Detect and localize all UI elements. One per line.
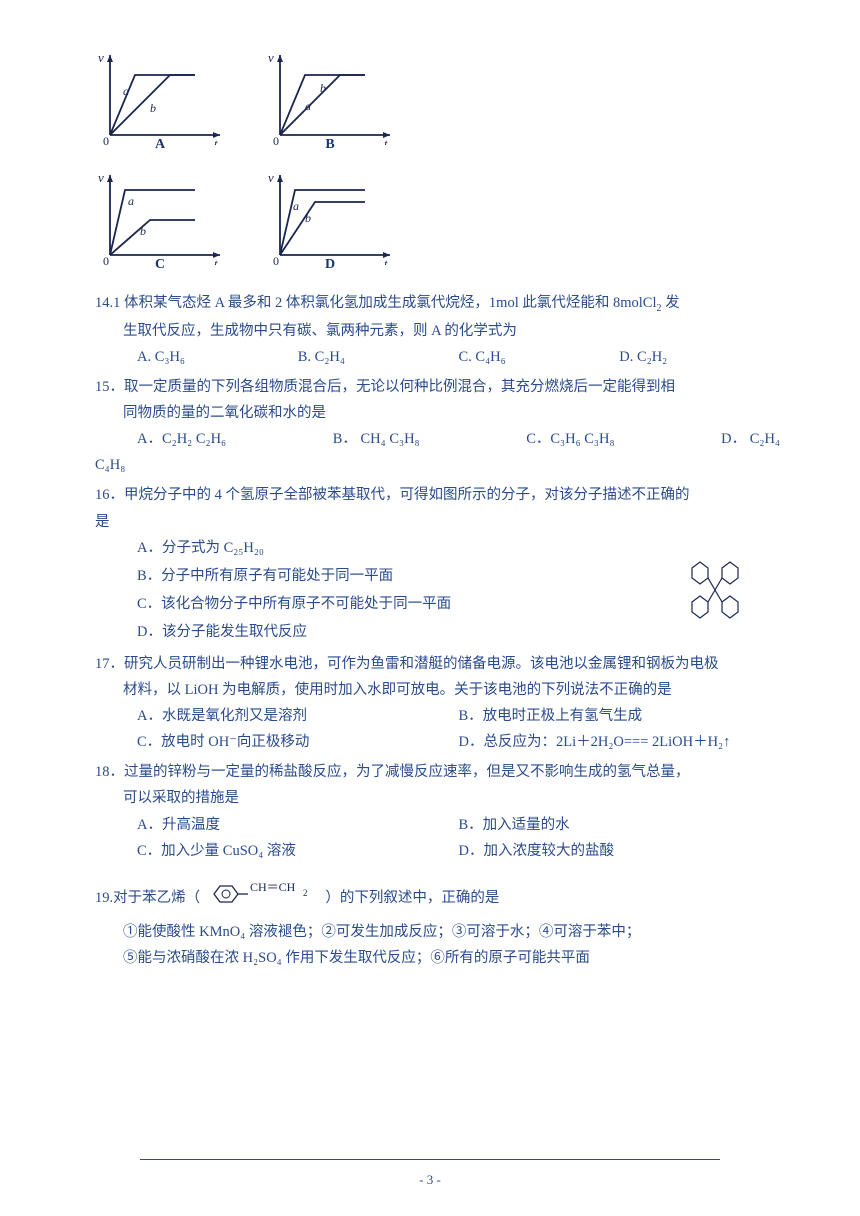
q17-opt-d: D．总反应为：2Li＋2H₂O=== 2LiOH＋H₂↑ xyxy=(459,729,781,755)
q16-line2: 是 xyxy=(95,509,780,535)
chart-d: v t 0 a b D xyxy=(265,170,395,275)
page-number: - 3 - xyxy=(0,1168,860,1191)
svg-text:v: v xyxy=(268,50,274,65)
q14-opt-b: B. C₂H₄ xyxy=(298,344,459,370)
chart-a: v t 0 a b A xyxy=(95,50,225,155)
q17-opt-a: A．水既是氧化剂又是溶剂 xyxy=(137,703,459,729)
q15-opt-d: D． C₂H₄ xyxy=(721,426,780,452)
question-15: 15．取一定质量的下列各组物质混合后，无论以何种比例混合，其充分燃烧后一定能得到… xyxy=(95,374,780,478)
svg-text:t: t xyxy=(384,136,388,145)
chart-b: v t 0 b a B xyxy=(265,50,395,155)
q17-line1: 17．研究人员研制出一种锂水电池，可作为鱼雷和潜艇的储备电源。该电池以金属锂和钢… xyxy=(95,651,780,677)
svg-text:0: 0 xyxy=(103,134,109,145)
chart-c: v t 0 a b C xyxy=(95,170,225,275)
svg-text:v: v xyxy=(98,170,104,185)
q17-opt-b: B．放电时正极上有氢气生成 xyxy=(459,703,781,729)
q14-opt-d: D. C₂H₂ xyxy=(619,344,780,370)
svg-text:0: 0 xyxy=(103,254,109,265)
question-17: 17．研究人员研制出一种锂水电池，可作为鱼雷和潜艇的储备电源。该电池以金属锂和钢… xyxy=(95,651,780,755)
q18-row1: A．升高温度 B．加入适量的水 xyxy=(95,812,780,838)
chart-label-c: C xyxy=(155,252,165,277)
svg-text:a: a xyxy=(293,199,299,213)
styrene-icon: CH＝CH 2 xyxy=(208,878,318,919)
svg-text:2: 2 xyxy=(303,888,308,898)
q18-line1: 18．过量的锌粉与一定量的稀盐酸反应，为了减慢反应速率，但是又不影响生成的氢气总… xyxy=(95,759,780,785)
q15-opt-b: B． CH₄ C₃H₈ xyxy=(333,426,420,452)
svg-text:CH＝CH: CH＝CH xyxy=(250,880,296,894)
svg-text:b: b xyxy=(140,224,146,238)
q17-row2: C．放电时 OH⁻向正极移动 D．总反应为：2Li＋2H₂O=== 2LiOH＋… xyxy=(95,729,780,755)
svg-text:a: a xyxy=(128,194,134,208)
q18-opt-d: D．加入浓度较大的盐酸 xyxy=(459,838,781,864)
q15-opt-a: A．C₂H₂ C₂H₆ xyxy=(137,426,226,452)
chart-label-d: D xyxy=(325,252,335,277)
q15-line2: 同物质的量的二氧化碳和水的是 xyxy=(95,400,780,426)
q18-opt-c: C．加入少量 CuSO₄ 溶液 xyxy=(137,838,459,864)
q17-opt-c: C．放电时 OH⁻向正极移动 xyxy=(137,729,459,755)
question-14: 14.1 体积某气态烃 A 最多和 2 体积氯化氢加成生成氯代烷烃，1mol 此… xyxy=(95,290,780,370)
chart-row-1: v t 0 a b A v t 0 b a B xyxy=(95,50,780,155)
q15-line1: 15．取一定质量的下列各组物质混合后，无论以何种比例混合，其充分燃烧后一定能得到… xyxy=(95,374,780,400)
svg-text:a: a xyxy=(305,99,311,113)
svg-text:b: b xyxy=(305,211,311,225)
svg-text:t: t xyxy=(214,256,218,265)
svg-text:b: b xyxy=(320,81,326,95)
footer: - 3 - xyxy=(0,1159,860,1191)
q14-line2: 生取代反应，生成物中只有碳、氯两种元素，则 A 的化学式为 xyxy=(95,318,780,344)
svg-text:t: t xyxy=(214,136,218,145)
q17-line2: 材料，以 LiOH 为电解质，使用时加入水即可放电。关于该电池的下列说法不正确的… xyxy=(95,677,780,703)
question-19: 19.对于苯乙烯（ CH＝CH 2 ）的下列叙述中，正确的是 ①能使酸性 KMn… xyxy=(95,878,780,971)
q18-opt-b: B．加入适量的水 xyxy=(459,812,781,838)
svg-text:t: t xyxy=(384,256,388,265)
q14-options: A. C₃H₆ B. C₂H₄ C. C₄H₆ D. C₂H₂ xyxy=(95,344,780,370)
q15-opt-c: C．C₃H₆ C₃H₈ xyxy=(526,426,614,452)
q18-row2: C．加入少量 CuSO₄ 溶液 D．加入浓度较大的盐酸 xyxy=(95,838,780,864)
q14-line1: 14.1 体积某气态烃 A 最多和 2 体积氯化氢加成生成氯代烷烃，1mol 此… xyxy=(95,290,780,318)
svg-text:0: 0 xyxy=(273,134,279,145)
svg-text:0: 0 xyxy=(273,254,279,265)
q18-line2: 可以采取的措施是 xyxy=(95,785,780,811)
q16-line1: 16．甲烷分子中的 4 个氢原子全部被苯基取代，可得如图所示的分子，对该分子描述… xyxy=(95,482,780,508)
svg-text:v: v xyxy=(98,50,104,65)
svg-text:b: b xyxy=(150,101,156,115)
tetraphenylmethane-icon xyxy=(670,550,760,639)
svg-text:a: a xyxy=(123,84,129,98)
q15-tail: C₄H₈ xyxy=(95,452,780,478)
q14-opt-a: A. C₃H₆ xyxy=(137,344,298,370)
q14-opt-c: C. C₄H₆ xyxy=(459,344,620,370)
chart-label-a: A xyxy=(155,132,165,157)
q19-head: 19.对于苯乙烯（ CH＝CH 2 ）的下列叙述中，正确的是 xyxy=(95,878,780,919)
svg-text:v: v xyxy=(268,170,274,185)
question-16: 16．甲烷分子中的 4 个氢原子全部被苯基取代，可得如图所示的分子，对该分子描述… xyxy=(95,482,780,647)
q18-opt-a: A．升高温度 xyxy=(137,812,459,838)
question-18: 18．过量的锌粉与一定量的稀盐酸反应，为了减慢反应速率，但是又不影响生成的氢气总… xyxy=(95,759,780,863)
q19-line1: ①能使酸性 KMnO₄ 溶液褪色；②可发生加成反应；③可溶于水；④可溶于苯中； xyxy=(95,919,780,945)
chart-label-b: B xyxy=(325,132,334,157)
q19-prefix: 19.对于苯乙烯（ xyxy=(95,890,200,906)
q15-options: A．C₂H₂ C₂H₆ B． CH₄ C₃H₈ C．C₃H₆ C₃H₈ D． C… xyxy=(95,426,780,452)
q17-row1: A．水既是氧化剂又是溶剂 B．放电时正极上有氢气生成 xyxy=(95,703,780,729)
chart-row-2: v t 0 a b C v t 0 a b D xyxy=(95,170,780,275)
footer-line xyxy=(140,1159,720,1160)
q19-line2: ⑤能与浓硝酸在浓 H₂SO₄ 作用下发生取代反应；⑥所有的原子可能共平面 xyxy=(95,945,780,971)
q19-suffix: ）的下列叙述中，正确的是 xyxy=(325,890,499,906)
